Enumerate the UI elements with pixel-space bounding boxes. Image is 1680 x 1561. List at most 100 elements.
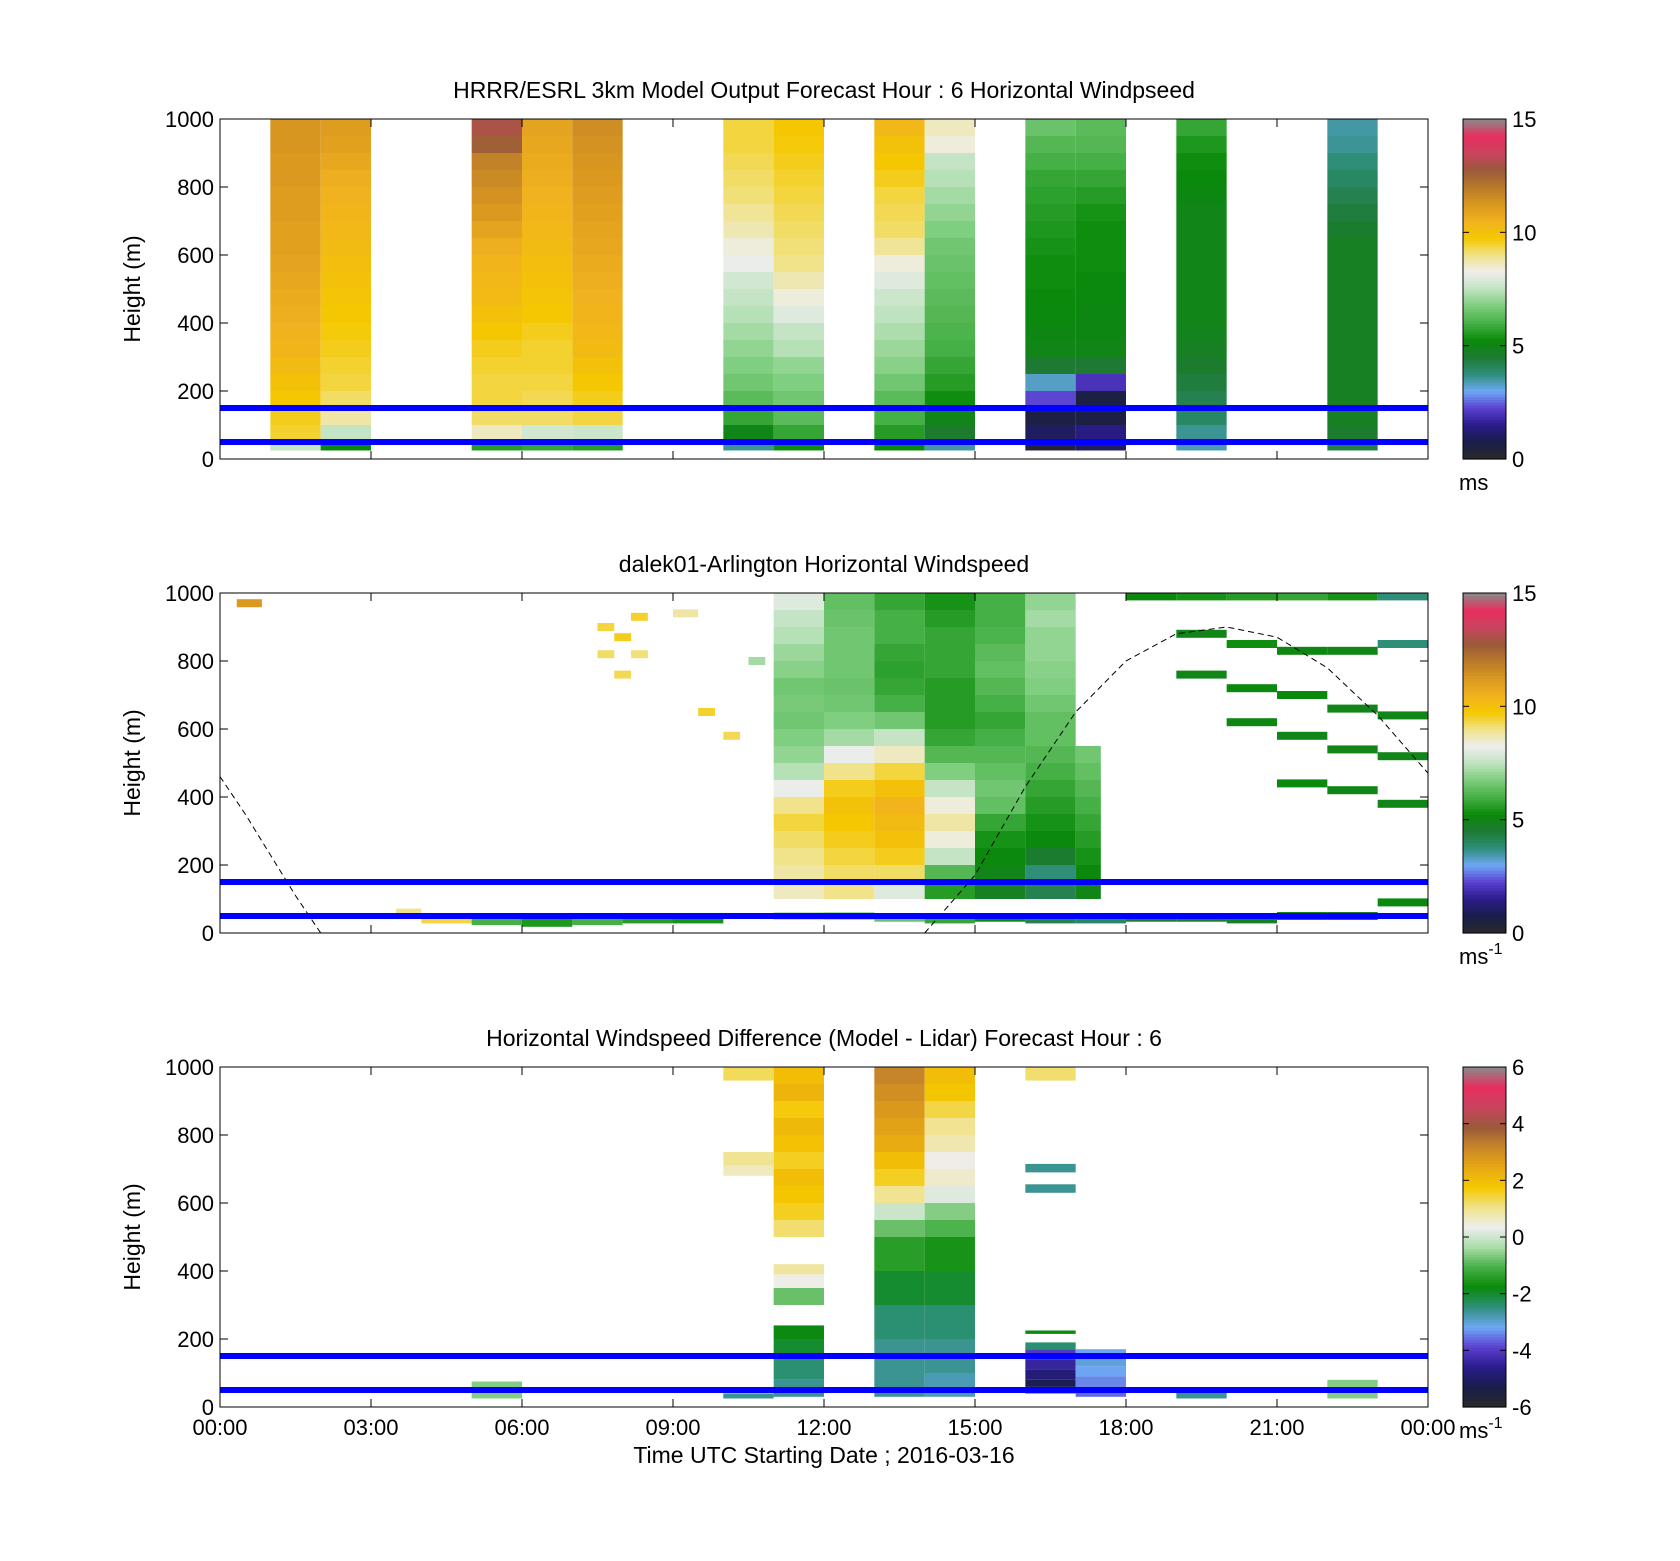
colorbar-swatch	[1463, 252, 1506, 256]
colorbar-swatch	[1463, 604, 1506, 608]
boundary-layer-line	[220, 626, 1428, 933]
heatmap-cell	[471, 374, 522, 391]
colorbar-swatch	[1463, 1089, 1506, 1094]
heatmap-cell	[1377, 752, 1428, 761]
heatmap-cell	[1327, 153, 1378, 170]
colorbar-unit-base: ms	[1459, 470, 1488, 495]
colorbar-swatch	[1463, 430, 1506, 435]
colorbar-swatch	[1463, 1197, 1506, 1201]
heatmap-cell	[1025, 1379, 1076, 1387]
colorbar-swatch	[1463, 831, 1506, 835]
colorbar-swatch	[1463, 899, 1506, 903]
heatmap-cell	[874, 119, 925, 136]
colorbar-tick-label: 10	[1512, 220, 1536, 245]
heatmap-cell	[874, 1220, 925, 1237]
colorbar-tick-label: 5	[1512, 808, 1524, 833]
heatmap-cell	[773, 882, 824, 899]
colorbar-swatch	[1463, 649, 1506, 654]
heatmap-cell	[320, 442, 371, 451]
heatmap-cell	[270, 238, 321, 255]
heatmap-cell	[874, 644, 925, 661]
heatmap-cell	[975, 763, 1026, 780]
colorbar-swatch	[1463, 425, 1506, 429]
heatmap-cell	[924, 797, 975, 814]
heatmap-cell	[522, 408, 573, 425]
heatmap-cell	[874, 340, 925, 357]
heatmap-cell	[1226, 718, 1277, 727]
colorbar-swatch	[1463, 924, 1506, 928]
colorbar-swatch	[1463, 1137, 1506, 1142]
heatmap-cell	[471, 357, 522, 374]
heatmap-cell	[270, 221, 321, 238]
colorbar-swatch	[1463, 1174, 1506, 1179]
colorbar-swatch	[1463, 323, 1506, 327]
heatmap-cell	[874, 1305, 925, 1339]
heatmap-cell	[1025, 255, 1076, 272]
colorbar-swatch	[1463, 1106, 1506, 1111]
colorbar-swatch	[1463, 629, 1506, 634]
colorbar-swatch	[1463, 1390, 1506, 1394]
heatmap-cell	[773, 763, 824, 780]
heatmap-cell	[1025, 627, 1076, 644]
colorbar-swatch	[1463, 379, 1506, 384]
y-axis-label: Height (m)	[119, 235, 145, 342]
colorbar-swatch	[1463, 669, 1506, 673]
heatmap-cell	[924, 323, 975, 340]
heatmap-cell	[1377, 799, 1428, 808]
colorbar-swatch	[1463, 896, 1506, 900]
heatmap-cell	[1075, 272, 1126, 289]
heatmap-cells	[220, 593, 1428, 933]
heatmap-cell	[773, 187, 824, 204]
colorbar-swatch	[1463, 215, 1506, 219]
colorbar-unit: ms	[1459, 470, 1488, 495]
colorbar-swatch	[1463, 780, 1506, 784]
heatmap-cell	[320, 204, 371, 221]
colorbar-swatch	[1463, 1302, 1506, 1306]
heatmap-cell	[874, 442, 925, 451]
colorbar-swatch	[1463, 1067, 1506, 1071]
colorbar-swatch	[1463, 1296, 1506, 1300]
colorbar-swatch	[1463, 1200, 1506, 1204]
heatmap-cell	[874, 255, 925, 272]
colorbar-swatch	[1463, 325, 1506, 330]
colorbar-swatch	[1463, 1370, 1506, 1374]
heatmap-cell	[270, 442, 321, 451]
colorbar-swatch	[1463, 774, 1506, 778]
heatmap-cell	[1025, 848, 1076, 865]
chart-title: dalek01-Arlington Horizontal Windspeed	[619, 551, 1029, 577]
colorbar-swatch	[1463, 726, 1506, 730]
heatmap-cell	[874, 865, 925, 882]
colorbar-swatch	[1463, 1183, 1506, 1187]
colorbar-swatch	[1463, 683, 1506, 688]
heatmap-cell	[924, 746, 975, 763]
heatmap-cell	[1327, 238, 1378, 255]
heatmap-cell	[572, 340, 623, 357]
colorbar-swatch	[1463, 1373, 1506, 1377]
heatmap-cell	[1176, 289, 1227, 306]
heatmap-cell	[1025, 238, 1076, 255]
colorbar-swatch	[1463, 297, 1506, 301]
colorbar-swatch	[1463, 249, 1506, 253]
heatmap-cell	[975, 729, 1026, 746]
heatmap-cell	[773, 593, 824, 610]
colorbar-swatch	[1463, 1072, 1506, 1077]
colorbar-swatch	[1463, 731, 1506, 736]
heatmap-cell	[1025, 915, 1076, 924]
y-tick-label: 400	[177, 311, 214, 336]
colorbar-swatch	[1463, 328, 1506, 333]
heatmap-cell	[924, 1152, 975, 1169]
heatmap-cell	[874, 1135, 925, 1152]
colorbar-swatch	[1463, 427, 1506, 432]
heatmap-cell	[723, 357, 774, 374]
heatmap-cell	[773, 1325, 824, 1339]
colorbar-swatch	[1463, 255, 1506, 259]
colorbar-swatch	[1463, 1364, 1506, 1368]
heatmap-cell	[1075, 442, 1126, 451]
x-tick-label: 18:00	[1098, 1415, 1153, 1440]
colorbar-swatch	[1463, 291, 1506, 296]
y-tick-label: 800	[177, 175, 214, 200]
colorbar-swatch	[1463, 374, 1506, 378]
colorbar-swatch	[1463, 1350, 1506, 1354]
colorbar-swatch	[1463, 450, 1506, 454]
